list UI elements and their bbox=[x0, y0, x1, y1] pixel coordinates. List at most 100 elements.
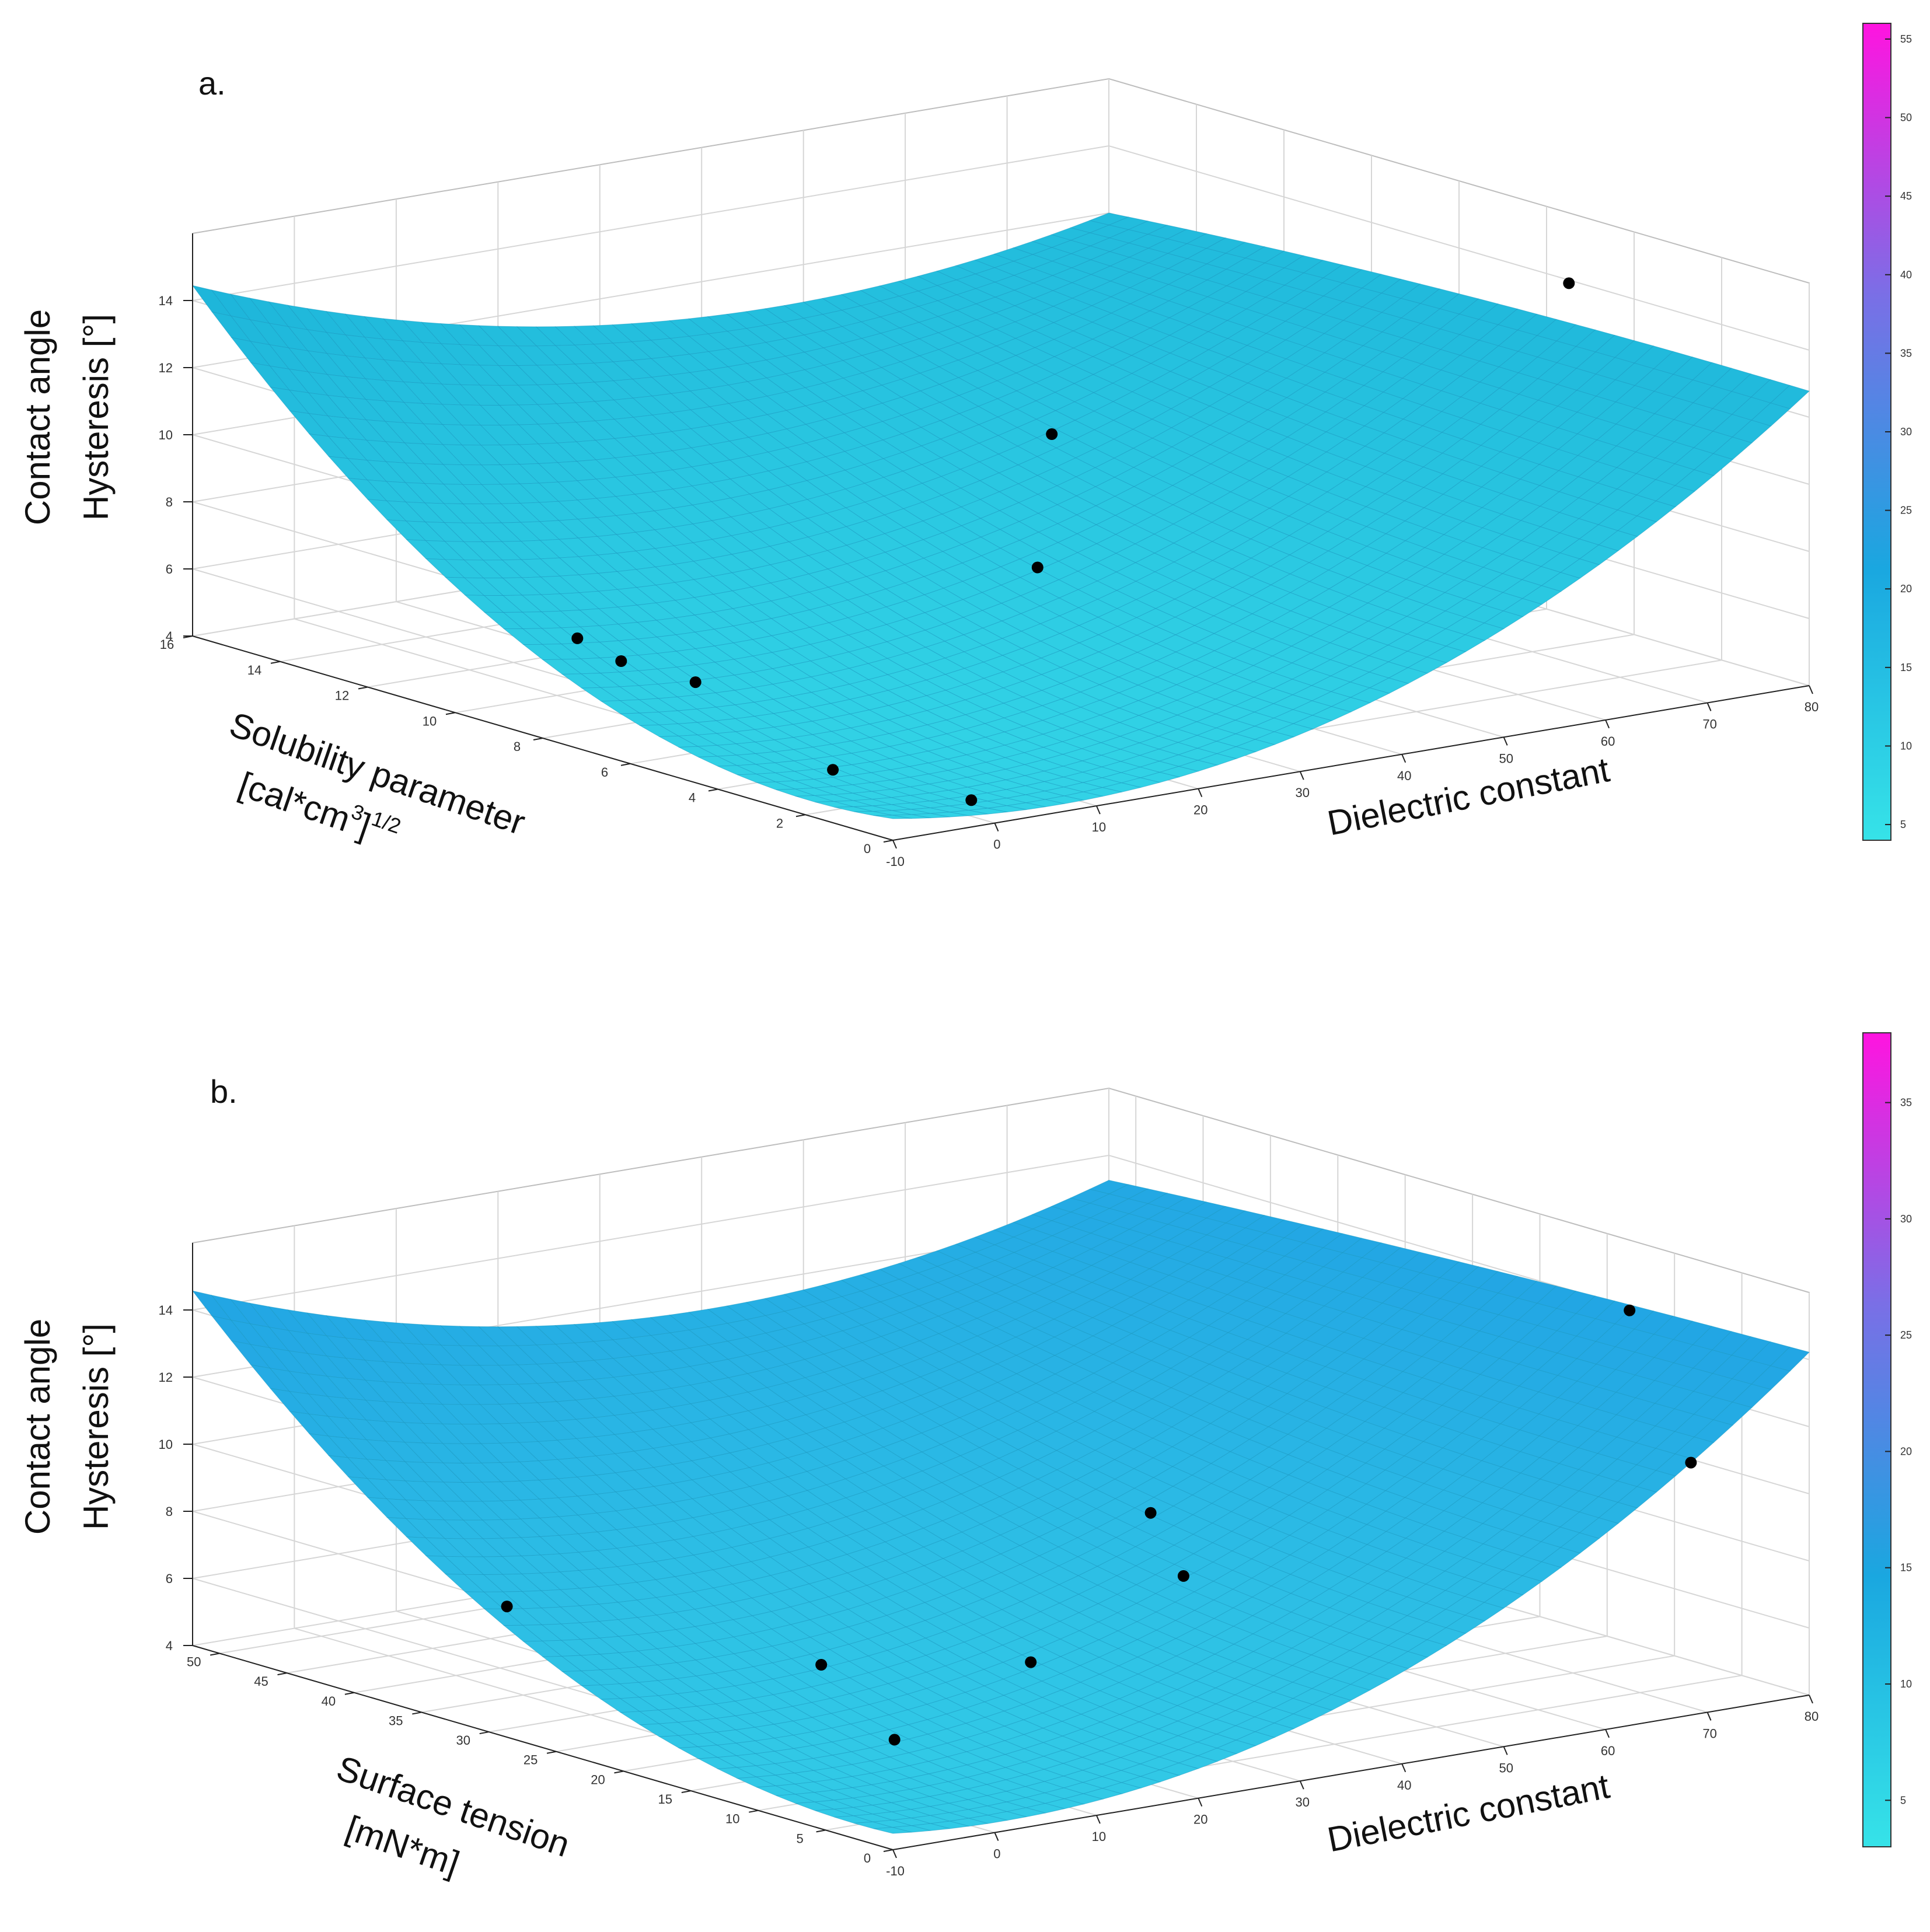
x-tick-mark bbox=[892, 840, 897, 849]
y-tick-label: 0 bbox=[864, 841, 871, 856]
x-tick-label: 10 bbox=[1092, 1829, 1106, 1844]
z-tick-label: 4 bbox=[166, 1638, 173, 1653]
data-point bbox=[501, 1601, 513, 1613]
y-tick-label: 10 bbox=[725, 1812, 739, 1826]
data-point bbox=[888, 1734, 901, 1746]
y-tick-label: 25 bbox=[523, 1753, 538, 1767]
y-tick-mark bbox=[479, 1731, 489, 1735]
x-tick-label: 70 bbox=[1702, 717, 1716, 731]
y-tick-mark bbox=[816, 1829, 826, 1833]
chart-b-surface bbox=[191, 1180, 1810, 1834]
x-tick-label: 40 bbox=[1397, 1778, 1411, 1793]
x-tick-mark bbox=[1401, 754, 1407, 763]
z-tick-label: 6 bbox=[166, 562, 173, 577]
colorbar-tick-label: 50 bbox=[1900, 112, 1912, 124]
x-tick-mark bbox=[1299, 771, 1304, 780]
x-tick-label: 60 bbox=[1601, 1744, 1615, 1758]
y-tick-mark bbox=[795, 814, 806, 817]
z-tick-label: 10 bbox=[159, 428, 173, 442]
data-point bbox=[827, 764, 839, 776]
y-tick-mark bbox=[708, 788, 718, 792]
chart-a-y-title: Solubility parameter [cal*cm3]1/2 bbox=[225, 705, 530, 846]
chart-a-svg: -100102030405060708002468101214164681012… bbox=[18, 23, 1912, 869]
x-axis-line bbox=[892, 1695, 1810, 1850]
x-tick-label: 60 bbox=[1601, 734, 1615, 749]
y-tick-label: 10 bbox=[423, 714, 437, 728]
x-tick-label: 0 bbox=[993, 837, 1000, 852]
chart-a-x-title: Dielectric constant bbox=[1324, 750, 1613, 843]
z-tick-label: 6 bbox=[166, 1571, 173, 1586]
surface-patch bbox=[1770, 385, 1810, 409]
y-tick-mark bbox=[883, 840, 894, 843]
x-tick-mark bbox=[1809, 685, 1813, 694]
y-tick-mark bbox=[614, 1770, 624, 1774]
x-tick-mark bbox=[1706, 703, 1712, 711]
colorbar-tick-label: 15 bbox=[1900, 1562, 1912, 1574]
x-tick-label: 40 bbox=[1397, 768, 1411, 783]
data-point bbox=[1624, 1304, 1636, 1316]
z-tick-label: 12 bbox=[159, 361, 173, 375]
chart-a-data-points bbox=[571, 277, 1575, 806]
colorbar-tick-label: 30 bbox=[1900, 1213, 1912, 1225]
z-tick-label: 8 bbox=[166, 495, 173, 509]
data-point bbox=[1685, 1456, 1697, 1469]
data-point bbox=[1025, 1656, 1037, 1668]
chart-b-svg: -100102030405060708005101520253035404550… bbox=[18, 1032, 1912, 1883]
x-tick-label: 20 bbox=[1193, 1812, 1207, 1827]
data-point bbox=[1563, 277, 1575, 289]
y-tick-label: 45 bbox=[254, 1674, 268, 1689]
y-tick-label: 35 bbox=[389, 1713, 403, 1728]
x-axis-line bbox=[892, 685, 1810, 841]
x-tick-mark bbox=[892, 1849, 897, 1858]
colorbar-tick-label: 10 bbox=[1900, 1678, 1912, 1690]
y-tick-label: 8 bbox=[514, 739, 521, 754]
z-title-line-1: Contact angle bbox=[18, 309, 57, 525]
z-title-line-2: Hysteresis [°] bbox=[76, 314, 116, 520]
chart-b-y-title: Surface tension [mN*m] bbox=[332, 1748, 575, 1883]
x-tick-mark bbox=[994, 1832, 999, 1841]
colorbar-tick-label: 25 bbox=[1900, 505, 1912, 516]
x-tick-label: 0 bbox=[993, 1847, 1000, 1861]
x-tick-label: 70 bbox=[1702, 1726, 1716, 1741]
data-point bbox=[689, 676, 701, 689]
chart-b-z-title: Contact angle Hysteresis [°] bbox=[18, 1319, 116, 1535]
y-tick-mark bbox=[358, 686, 368, 690]
z-tick-label: 4 bbox=[166, 629, 173, 644]
chart-a-z-title: Contact angle Hysteresis [°] bbox=[18, 309, 116, 525]
colorbar-tick-label: 30 bbox=[1900, 426, 1912, 438]
y-tick-label: 20 bbox=[591, 1772, 605, 1787]
data-point bbox=[1144, 1507, 1157, 1519]
y-tick-label: 40 bbox=[322, 1694, 336, 1709]
y-tick-mark bbox=[445, 712, 456, 715]
x-title: Dielectric constant bbox=[1324, 750, 1613, 843]
data-point bbox=[615, 655, 627, 667]
chart-b-axes: -10 0 10 20 30 40 50 60 70 80 0 5 10 15 20 25 30 35 40 45 50… bbox=[159, 1243, 1819, 1878]
y-tick-label: 0 bbox=[864, 1851, 871, 1865]
colorbar-tick-label: 35 bbox=[1900, 347, 1912, 359]
y-tick-mark bbox=[883, 1849, 894, 1852]
chart-a-surface bbox=[191, 212, 1810, 819]
y-tick-label: 30 bbox=[456, 1733, 470, 1748]
panel-b: -10 0 10 20 30 40 50 60 70 80 0 5 10 15 20 25 30 35 40 45 50… bbox=[0, 1009, 1930, 1932]
x-tick-mark bbox=[1503, 1746, 1508, 1755]
y-tick-mark bbox=[277, 1672, 287, 1676]
x-tick-mark bbox=[1299, 1780, 1304, 1790]
x-tick-mark bbox=[1095, 1815, 1101, 1824]
chart-a-axes: -100102030405060708002468101214164681012… bbox=[159, 233, 1819, 869]
panel-a: -10 0 10 20 30 40 50 60 70 80 0 2 4 6 8 10 12 14 16 4 6 8 10 12… bbox=[18, 23, 1912, 869]
y-tick-label: 16 bbox=[160, 637, 174, 652]
y-tick-mark bbox=[344, 1692, 355, 1695]
y-tick-label: 50 bbox=[187, 1655, 201, 1669]
z-tick-label: 12 bbox=[159, 1370, 173, 1385]
x-tick-mark bbox=[1198, 788, 1203, 798]
colorbar-tick-label: 40 bbox=[1900, 269, 1912, 281]
y-tick-mark bbox=[533, 738, 543, 740]
colorbar-tick-label: 20 bbox=[1900, 583, 1912, 595]
x-tick-label: 30 bbox=[1296, 785, 1310, 800]
colorbar-tick-label: 35 bbox=[1900, 1097, 1912, 1109]
chart-b-data-points bbox=[501, 1304, 1697, 1746]
colorbar-tick-label: 55 bbox=[1900, 33, 1912, 45]
x-tick-mark bbox=[1605, 1729, 1610, 1738]
z-tick-label: 14 bbox=[159, 294, 173, 308]
